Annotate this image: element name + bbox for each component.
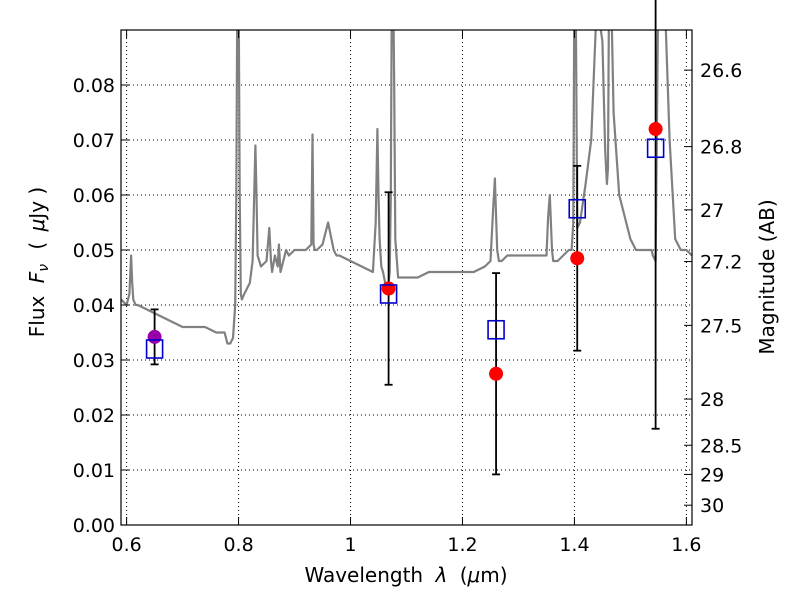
x-tick-label: 0.8 (223, 534, 253, 556)
right-tick-label: 29 (700, 464, 724, 486)
y-tick-labels: 0.00 0.01 0.02 0.03 0.04 0.05 0.06 0.07 0.08 (73, 75, 115, 537)
y-tick-label: 0.01 (73, 460, 115, 482)
observed-point (147, 329, 162, 344)
observed-point (648, 122, 663, 136)
synthetic-point (568, 198, 587, 219)
right-tick-labels: 26.6 26.8 27 27.2 27.5 28 28.5 29 30 (700, 60, 742, 517)
x-tick-label: 1.4 (559, 534, 589, 556)
right-tick-label: 27.5 (700, 315, 742, 337)
observed-point (381, 281, 396, 296)
observed-point (570, 251, 585, 266)
x-tick-labels: 0.6 0.8 1 1.2 1.4 1.6 (111, 534, 701, 556)
right-axis-title: Magnitude (AB) (755, 199, 779, 354)
right-tick-label: 28 (700, 389, 724, 411)
left-axis-title: Flux Fν ( μJy ) (25, 187, 53, 337)
errorbar-layer (150, 0, 660, 476)
plot-frame (120, 29, 693, 526)
synthetic-point (379, 284, 398, 304)
y-tick-label: 0.02 (73, 405, 115, 427)
right-tick-label: 26.8 (700, 137, 742, 159)
tick-marks (121, 30, 692, 526)
observed-points-layer (147, 122, 663, 381)
x-axis-title: Wavelength λ (μm) (304, 563, 507, 587)
right-tick-label: 26.6 (700, 60, 742, 82)
synthetic-point (487, 319, 505, 340)
x-tick-label: 1.6 (671, 534, 701, 556)
right-tick-label: 30 (700, 495, 724, 517)
y-tick-label: 0.07 (73, 130, 115, 152)
grid (121, 30, 692, 525)
synthetic-point (145, 339, 164, 359)
y-tick-label: 0.04 (73, 295, 115, 317)
x-tick-label: 1.2 (447, 534, 477, 556)
y-tick-label: 0.08 (73, 75, 115, 97)
model-spectrum-line (121, 30, 692, 345)
y-tick-label: 0.06 (73, 185, 115, 207)
y-tick-label: 0.00 (73, 515, 115, 537)
y-tick-label: 0.03 (73, 350, 115, 372)
x-tick-label: 0.6 (111, 534, 141, 556)
right-tick-label: 27 (700, 200, 724, 222)
model-spectrum-layer (121, 30, 692, 345)
right-tick-label: 27.2 (700, 252, 742, 274)
synthetic-points-layer (145, 138, 665, 359)
observed-point (489, 366, 504, 381)
y-tick-label: 0.05 (73, 240, 115, 262)
x-tick-label: 1 (344, 534, 356, 556)
synthetic-point (646, 138, 665, 159)
right-tick-label: 28.5 (700, 435, 742, 457)
